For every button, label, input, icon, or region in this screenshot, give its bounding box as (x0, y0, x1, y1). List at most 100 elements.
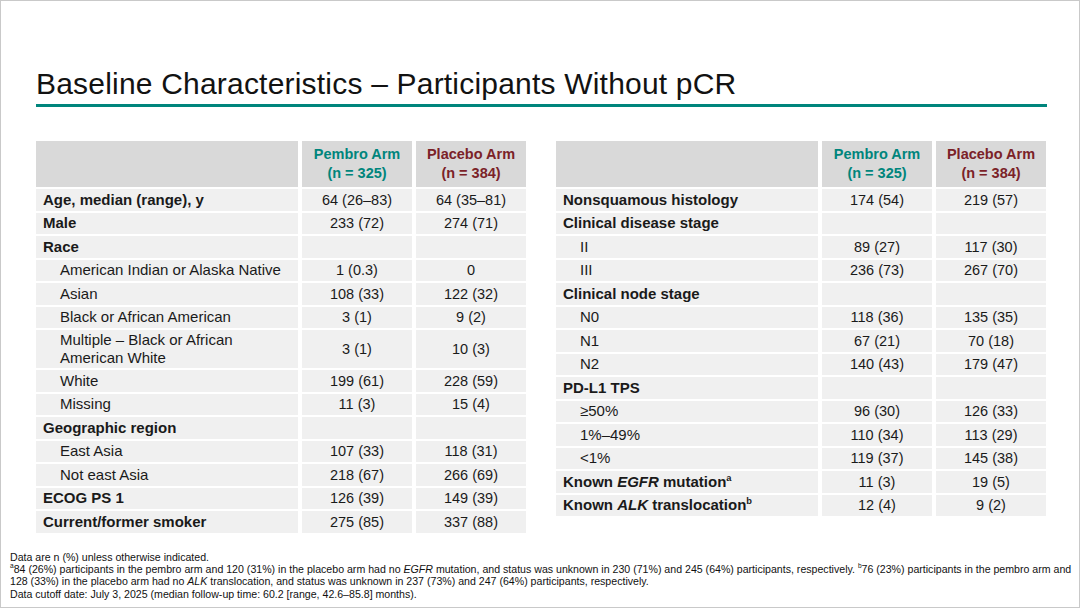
cell-value: 15 (4) (416, 394, 526, 416)
cell-value (416, 236, 526, 258)
cell-value: 10 (3) (416, 330, 526, 368)
row-label-text: III (580, 261, 593, 279)
text: American Indian or Alaska Native (60, 261, 281, 278)
cell-value: 219 (57) (936, 189, 1046, 211)
cell-value: 12 (4) (822, 495, 932, 517)
text: Black or African American (60, 308, 231, 325)
row-label-text: Known EGFR mutationa (563, 473, 732, 491)
text: mutation, and status was unknown in 230 … (433, 563, 858, 575)
text: II (580, 238, 588, 255)
text: <1% (580, 449, 610, 466)
cell-value: 113 (29) (936, 424, 1046, 446)
row-label: PD-L1 TPS (556, 377, 818, 399)
row-label-text: N1 (580, 332, 599, 350)
cell-value (302, 236, 412, 258)
cell-value (302, 417, 412, 439)
cell-value: 266 (69) (416, 464, 526, 486)
text: translocation, and status was unknown in… (207, 575, 648, 587)
cell-value: 64 (35–81) (416, 189, 526, 211)
text: Data cutoff date: July 3, 2025 (median f… (10, 588, 417, 600)
cell-value (822, 377, 932, 399)
footnotes: Data are n (%) unless otherwise indicate… (10, 551, 1074, 600)
cell-value: 9 (2) (416, 307, 526, 329)
cell-value: 96 (30) (822, 401, 932, 423)
text: III (580, 261, 593, 278)
baseline-table-left: Pembro Arm(n = 325)Placebo Arm(n = 384)A… (36, 141, 526, 533)
row-label-text: PD-L1 TPS (563, 379, 640, 397)
row-label: ECOG PS 1 (36, 488, 298, 510)
cell-value (822, 283, 932, 305)
footnote-line: a84 (26%) participants in the pembro arm… (10, 563, 1074, 587)
row-label: Black or African American (36, 307, 298, 329)
cell-value: 70 (18) (936, 330, 1046, 352)
row-label-text: Age, median (range), y (43, 191, 204, 209)
cell-value: 122 (32) (416, 283, 526, 305)
row-label-text: Known ALK translocationb (563, 496, 752, 514)
italic-text: ALK (187, 575, 207, 587)
row-label: Clinical node stage (556, 283, 818, 305)
superscript: a (726, 473, 731, 483)
text: 84 (26%) participants in the pembro arm … (14, 563, 404, 575)
row-label-text: Nonsquamous histology (563, 191, 738, 209)
row-label: <1% (556, 448, 818, 470)
slide: Baseline Characteristics – Participants … (0, 0, 1080, 608)
italic-text: EGFR (404, 563, 433, 575)
row-label-text: Black or African American (60, 308, 231, 326)
cell-value: 199 (61) (302, 370, 412, 392)
row-label: Asian (36, 283, 298, 305)
column-header-pembro-arm: Pembro Arm(n = 325) (822, 141, 932, 187)
cell-value: 108 (33) (302, 283, 412, 305)
text: Data are n (%) unless otherwise indicate… (10, 551, 209, 563)
cell-value: 3 (1) (302, 330, 412, 368)
cell-value: 145 (38) (936, 448, 1046, 470)
cell-value: 11 (3) (302, 394, 412, 416)
cell-value: 119 (37) (822, 448, 932, 470)
cell-value: 89 (27) (822, 236, 932, 258)
column-header-pembro-arm: Pembro Arm(n = 325) (302, 141, 412, 187)
cell-value: 236 (73) (822, 260, 932, 282)
cell-value: 228 (59) (416, 370, 526, 392)
row-label-text: Multiple – Black or African American Whi… (60, 331, 292, 367)
cell-value: 117 (30) (936, 236, 1046, 258)
cell-value: 274 (71) (416, 213, 526, 235)
cell-value: 267 (70) (936, 260, 1046, 282)
footnote-line: Data cutoff date: July 3, 2025 (median f… (10, 588, 1074, 600)
text: ≥50% (580, 402, 618, 419)
row-label-text: Male (43, 214, 76, 232)
text: Age, median (range), y (43, 191, 204, 208)
row-label-text: II (580, 238, 588, 256)
cell-value: 3 (1) (302, 307, 412, 329)
italic-text: ALK (617, 496, 648, 513)
text: mutation (659, 473, 727, 490)
row-label: 1%–49% (556, 424, 818, 446)
text: Clinical disease stage (563, 214, 719, 231)
text: N1 (580, 332, 599, 349)
text: Nonsquamous histology (563, 191, 738, 208)
text: Male (43, 214, 76, 231)
row-label-text: American Indian or Alaska Native (60, 261, 281, 279)
row-label-text: ECOG PS 1 (43, 489, 124, 507)
cell-value: 67 (21) (822, 330, 932, 352)
row-label: American Indian or Alaska Native (36, 260, 298, 282)
cell-value: 179 (47) (936, 354, 1046, 376)
arm-sample-size: (n = 325) (847, 164, 906, 183)
cell-value: 107 (33) (302, 441, 412, 463)
row-label: Not east Asia (36, 464, 298, 486)
row-label-text: East Asia (60, 442, 123, 460)
cell-value: 126 (33) (936, 401, 1046, 423)
column-header-blank (556, 141, 818, 187)
text: Not east Asia (60, 466, 148, 483)
cell-value: 11 (3) (822, 471, 932, 493)
text: N0 (580, 308, 599, 325)
cell-value (936, 213, 1046, 235)
row-label-text: Current/former smoker (43, 513, 206, 531)
text: Asian (60, 285, 98, 302)
cell-value: 275 (85) (302, 511, 412, 533)
cell-value: 1 (0.3) (302, 260, 412, 282)
text: Multiple – Black or African American Whi… (60, 331, 233, 366)
cell-value: 135 (35) (936, 307, 1046, 329)
cell-value: 140 (43) (822, 354, 932, 376)
text: Geographic region (43, 419, 176, 436)
arm-name: Pembro Arm (314, 145, 400, 164)
cell-value: 126 (39) (302, 488, 412, 510)
